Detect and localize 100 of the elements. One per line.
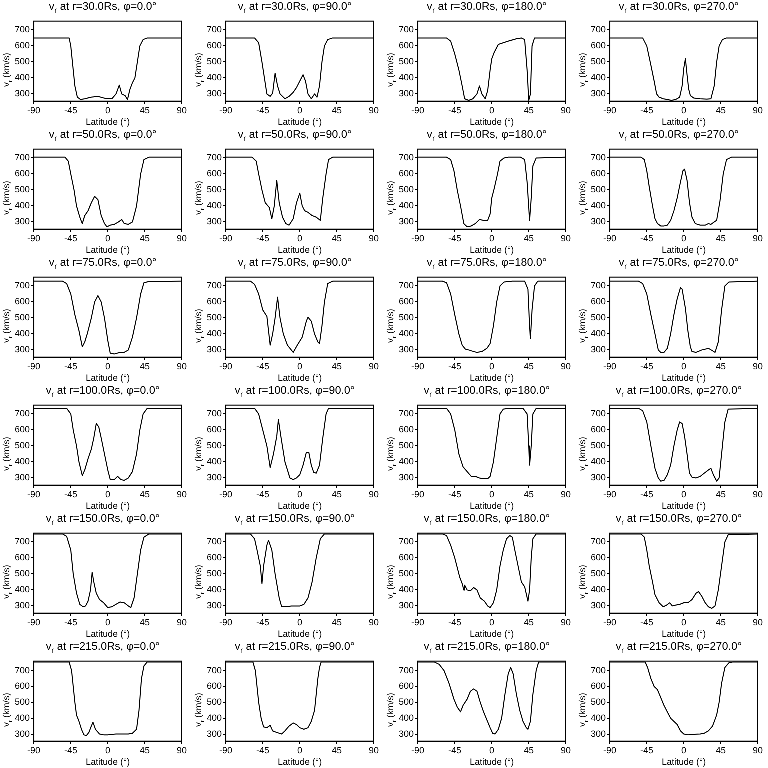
y-tick-label: 600: [590, 168, 606, 179]
y-tick-label: 300: [398, 88, 414, 99]
y-tick-label: 600: [14, 424, 30, 435]
x-tick-label: -90: [604, 361, 617, 372]
y-tick-label: 300: [206, 728, 222, 739]
x-tick-label: -45: [448, 361, 462, 372]
y-tick-label: 500: [206, 440, 222, 451]
x-tick-label: 0: [298, 105, 303, 116]
y-tick-label: 400: [398, 456, 414, 467]
y-tick-label: 500: [590, 440, 606, 451]
y-tick-label: 700: [206, 665, 222, 676]
x-tick-label: -90: [220, 233, 233, 244]
y-tick-label: 700: [206, 24, 222, 35]
x-tick-label: 90: [560, 105, 572, 116]
x-tick-label: -90: [220, 745, 233, 756]
x-tick-label: 90: [752, 233, 764, 244]
x-tick-label: 0: [106, 745, 111, 756]
x-tick-label: 0: [298, 233, 303, 244]
x-tick-label: 45: [140, 233, 150, 244]
x-tick-label: 45: [140, 105, 150, 116]
y-tick-label: 600: [398, 40, 414, 51]
x-tick-label: 90: [368, 745, 380, 756]
chart-title: v$_{r}$ at r=100.0Rs, φ=0.0°: [45, 385, 161, 400]
y-tick-label: 400: [590, 456, 606, 467]
x-tick-label: 90: [560, 745, 572, 756]
x-tick-label: 0: [106, 489, 111, 500]
x-tick-label: -45: [640, 617, 654, 628]
y-tick-label: 400: [14, 456, 30, 467]
chart-title: v$_{r}$ at r=100.0Rs, φ=180.0°: [422, 385, 551, 400]
y-tick-label: 600: [398, 168, 414, 179]
x-tick-label: 0: [106, 105, 111, 116]
x-tick-label: 90: [560, 489, 572, 500]
y-tick-label: 300: [14, 88, 30, 99]
x-tick-label: -45: [640, 105, 654, 116]
x-tick-label: 0: [682, 105, 687, 116]
y-tick-label: 400: [206, 584, 222, 595]
x-tick-label: 90: [176, 233, 188, 244]
x-tick-label: -45: [64, 617, 78, 628]
x-tick-label: 45: [332, 233, 342, 244]
y-tick-label: 400: [398, 584, 414, 595]
x-tick-label: -45: [64, 489, 78, 500]
y-tick-label: 300: [14, 728, 30, 739]
y-tick-label: 500: [590, 184, 606, 195]
x-tick-label: -45: [640, 361, 654, 372]
x-tick-label: 45: [716, 361, 726, 372]
x-tick-label: 45: [716, 489, 726, 500]
y-tick-label: 700: [14, 408, 30, 419]
y-tick-label: 600: [206, 40, 222, 51]
x-tick-label: 0: [490, 361, 495, 372]
x-axis-title: Latitude (°): [86, 757, 130, 768]
x-tick-label: 45: [716, 745, 726, 756]
x-tick-label: -45: [256, 361, 270, 372]
x-tick-label: -90: [412, 745, 425, 756]
x-tick-label: 0: [490, 745, 495, 756]
x-tick-label: 0: [490, 105, 495, 116]
y-tick-label: 700: [398, 24, 414, 35]
y-tick-label: 600: [206, 168, 222, 179]
y-tick-label: 500: [14, 440, 30, 451]
x-tick-label: -45: [448, 105, 462, 116]
x-tick-label: -45: [640, 233, 654, 244]
x-tick-label: 0: [106, 233, 111, 244]
y-tick-label: 700: [590, 536, 606, 547]
x-tick-label: -90: [412, 105, 425, 116]
y-tick-label: 600: [590, 552, 606, 563]
y-tick-label: 500: [590, 568, 606, 579]
y-tick-label: 600: [206, 681, 222, 692]
x-tick-label: 45: [332, 489, 342, 500]
x-tick-label: 90: [368, 617, 380, 628]
y-tick-label: 400: [14, 200, 30, 211]
y-tick-label: 300: [590, 88, 606, 99]
chart-title: v$_{r}$ at r=150.0Rs, φ=180.0°: [422, 513, 551, 528]
y-tick-label: 700: [590, 152, 606, 163]
y-tick-label: 400: [206, 72, 222, 83]
x-tick-label: 45: [524, 361, 534, 372]
y-tick-label: 500: [14, 568, 30, 579]
y-tick-label: 600: [590, 40, 606, 51]
x-tick-label: 45: [716, 105, 726, 116]
x-tick-label: -45: [256, 745, 270, 756]
x-axis-title: Latitude (°): [86, 117, 130, 128]
y-tick-label: 500: [398, 184, 414, 195]
x-tick-label: 45: [140, 745, 150, 756]
y-tick-label: 500: [14, 56, 30, 67]
chart-title: v$_{r}$ at r=50.0Rs, φ=180.0°: [426, 129, 548, 144]
y-tick-label: 300: [590, 344, 606, 355]
chart-title: v$_{r}$ at r=150.0Rs, φ=90.0°: [234, 513, 356, 528]
y-tick-label: 500: [590, 56, 606, 67]
x-tick-label: 45: [332, 105, 342, 116]
x-axis-title: Latitude (°): [662, 629, 706, 640]
y-tick-label: 500: [14, 184, 30, 195]
chart-title: v$_{r}$ at r=50.0Rs, φ=270.0°: [618, 129, 740, 144]
y-tick-label: 600: [590, 296, 606, 307]
y-tick-label: 700: [590, 280, 606, 291]
y-tick-label: 400: [206, 200, 222, 211]
y-tick-label: 400: [590, 328, 606, 339]
y-tick-label: 700: [590, 665, 606, 676]
y-tick-label: 400: [590, 72, 606, 83]
chart-title: v$_{r}$ at r=30.0Rs, φ=180.0°: [426, 1, 548, 16]
chart-title: v$_{r}$ at r=30.0Rs, φ=270.0°: [618, 1, 740, 16]
y-tick-label: 600: [590, 424, 606, 435]
y-tick-label: 500: [398, 697, 414, 708]
